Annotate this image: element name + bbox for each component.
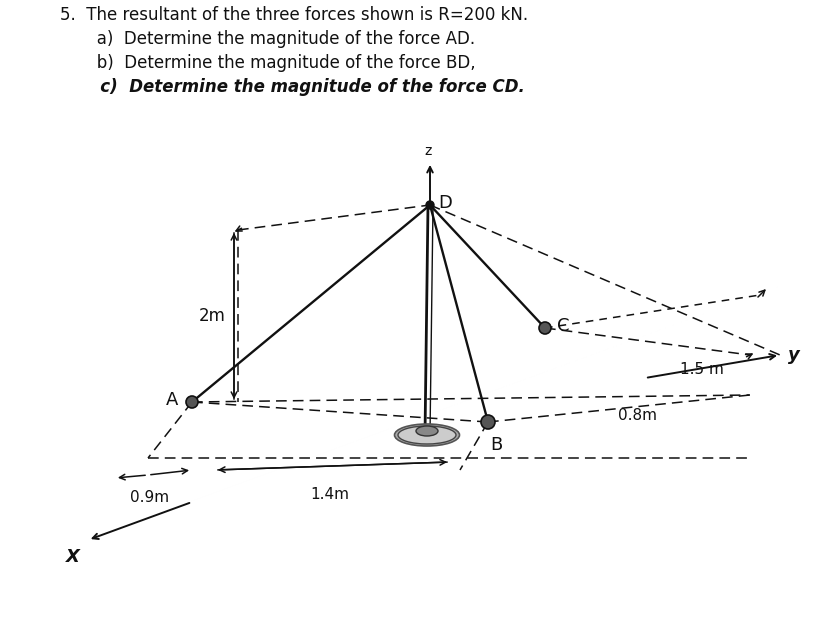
Text: 1.4m: 1.4m <box>311 487 349 502</box>
Circle shape <box>426 201 434 209</box>
Circle shape <box>539 322 551 334</box>
Text: A: A <box>165 391 178 409</box>
Text: b)  Determine the magnitude of the force BD,: b) Determine the magnitude of the force … <box>60 54 475 72</box>
Text: c)  Determine the magnitude of the force CD.: c) Determine the magnitude of the force … <box>60 78 525 96</box>
Text: 0.8m: 0.8m <box>618 407 657 423</box>
Ellipse shape <box>395 424 459 446</box>
Ellipse shape <box>416 426 438 436</box>
Text: C: C <box>557 317 570 335</box>
Text: 2m: 2m <box>199 307 226 325</box>
Text: D: D <box>438 194 452 212</box>
Text: 5.  The resultant of the three forces shown is R=200 kN.: 5. The resultant of the three forces sho… <box>60 6 528 24</box>
Circle shape <box>186 396 198 408</box>
Text: 0.9m: 0.9m <box>130 490 170 505</box>
Text: a)  Determine the magnitude of the force AD.: a) Determine the magnitude of the force … <box>60 30 475 48</box>
Text: z: z <box>424 144 432 158</box>
Ellipse shape <box>398 426 456 444</box>
Circle shape <box>481 415 495 429</box>
Text: X: X <box>66 548 80 566</box>
Text: y: y <box>788 346 800 364</box>
Text: B: B <box>490 436 502 454</box>
Text: 1.5 m: 1.5 m <box>680 363 724 378</box>
